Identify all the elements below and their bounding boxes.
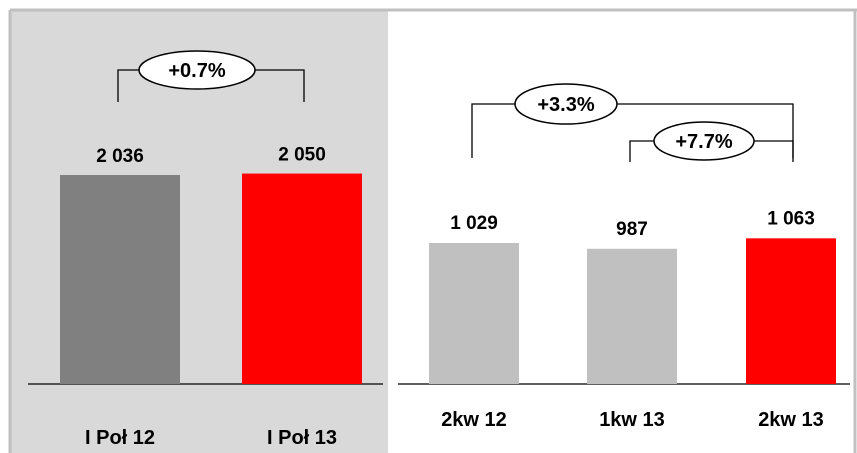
value-label: 1 029 [450, 213, 498, 234]
value-label: 1 063 [767, 208, 815, 229]
category-tick-label: 2kw 12 [441, 409, 507, 431]
growth-label: +0.7% [168, 60, 225, 82]
bar [60, 175, 180, 384]
value-label: 987 [616, 219, 648, 240]
bar [429, 243, 519, 384]
bar [587, 248, 677, 384]
category-tick-label: 2kw 13 [758, 409, 824, 431]
growth-bracket: +7.7% [629, 121, 794, 162]
growth-oval [514, 83, 618, 125]
growth-bracket: +3.3% [471, 83, 794, 158]
category-tick-label: I Poł 12 [85, 427, 155, 449]
growth-bracket: +0.7% [117, 50, 305, 102]
half-year-chart: 2 036 I Poł 12 2 050 I Poł 13 +0.7% [28, 50, 383, 449]
category-tick-label: 1kw 13 [599, 409, 665, 431]
bar [242, 173, 362, 384]
category-tick-label: I Poł 13 [267, 427, 337, 449]
growth-oval [138, 50, 256, 90]
bar [746, 238, 836, 384]
value-label: 2 036 [96, 146, 144, 167]
bracket-line [471, 103, 794, 158]
value-label: 2 050 [278, 145, 326, 166]
growth-oval [653, 121, 755, 161]
growth-label: +3.3% [537, 94, 594, 116]
growth-label: +7.7% [675, 131, 732, 153]
quarterly-chart: 1 029 2kw 12 987 1kw 13 1 063 2kw 13 +3.3% +7.7… [398, 83, 850, 431]
